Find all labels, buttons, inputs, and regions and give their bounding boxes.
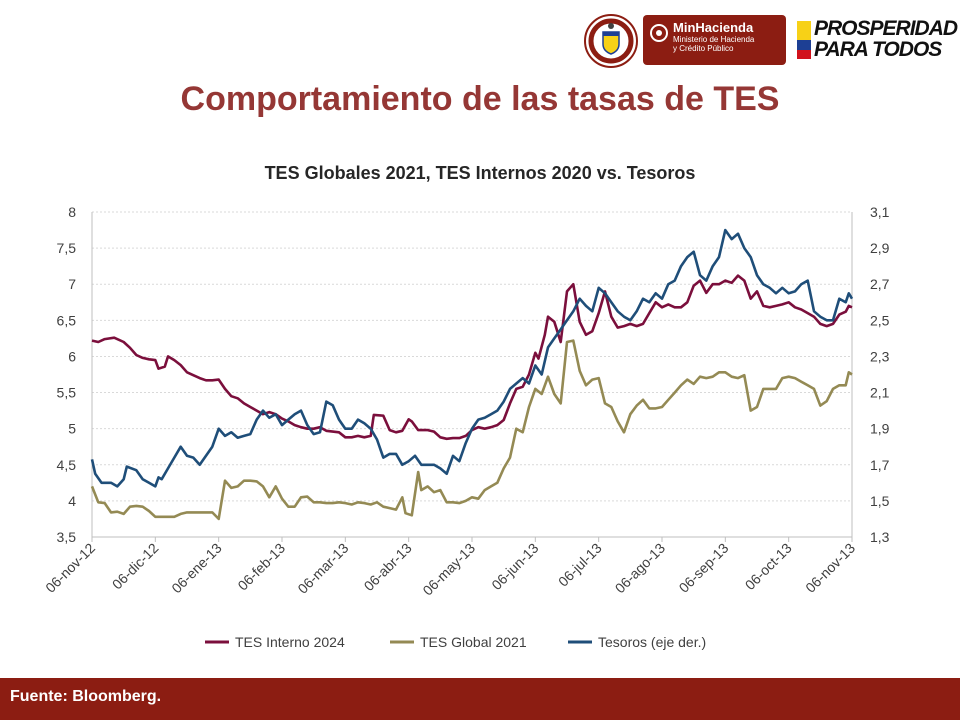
x-tick-label: 06-ago-13 xyxy=(612,540,669,597)
y-left-tick-label: 3,5 xyxy=(57,529,77,545)
y-left-tick-label: 5,5 xyxy=(57,385,77,401)
y-right-tick-label: 2,5 xyxy=(870,312,890,328)
y-right-tick-label: 2,1 xyxy=(870,385,890,401)
x-tick-label: 06-feb-13 xyxy=(234,540,288,594)
tes-rates-line-chart: TES Globales 2021, TES Internos 2020 vs.… xyxy=(42,163,890,650)
y-left-tick-label: 4 xyxy=(68,493,76,509)
ministry-subtitle-1: Ministerio de Hacienda xyxy=(673,35,755,44)
series-line-3 xyxy=(90,228,854,488)
x-tick-label: 06-nov-12 xyxy=(42,540,98,596)
y-left-tick-label: 4,5 xyxy=(57,457,77,473)
legend-label: TES Global 2021 xyxy=(420,634,527,650)
minhacienda-logo: MinHacienda Ministerio de Hacienda y Cré… xyxy=(643,15,786,65)
y-right-tick-label: 3,1 xyxy=(870,204,890,220)
x-tick-label: 06-may-13 xyxy=(419,540,478,599)
x-tick-label: 06-mar-13 xyxy=(294,540,351,597)
y-right-tick-label: 1,9 xyxy=(870,421,890,437)
y-left-tick-label: 6,5 xyxy=(57,312,77,328)
series-line-2 xyxy=(90,339,853,521)
x-tick-label: 06-jun-13 xyxy=(488,540,541,593)
y-left-tick-label: 8 xyxy=(68,204,76,220)
legend-label: TES Interno 2024 xyxy=(235,634,345,650)
legend-label: Tesoros (eje der.) xyxy=(598,634,706,650)
x-tick-label: 06-abr-13 xyxy=(361,540,415,594)
chart-title: TES Globales 2021, TES Internos 2020 vs.… xyxy=(265,163,696,183)
y-left-tick-label: 7 xyxy=(68,276,76,292)
flag-stripe-red xyxy=(797,49,811,59)
slogan-line-1: PROSPERIDAD xyxy=(814,17,958,40)
x-tick-label: 06-nov-13 xyxy=(802,540,858,596)
footer-bar: Fuente: Bloomberg. xyxy=(0,678,960,720)
series-line-1 xyxy=(91,274,853,441)
flag-stripe-blue xyxy=(797,40,811,50)
y-left-tick-label: 6 xyxy=(68,348,76,364)
y-right-tick-label: 1,5 xyxy=(870,493,890,509)
y-left-tick-label: 7,5 xyxy=(57,240,77,256)
y-right-tick-label: 2,3 xyxy=(870,348,890,364)
x-tick-label: 06-dic-12 xyxy=(109,540,162,593)
y-right-tick-label: 2,7 xyxy=(870,276,890,292)
source-note: Fuente: Bloomberg. xyxy=(10,688,162,705)
y-right-tick-label: 2,9 xyxy=(870,240,890,256)
flag-stripe-yellow xyxy=(797,21,811,40)
x-tick-label: 06-sep-13 xyxy=(676,540,732,596)
x-tick-label: 06-ene-13 xyxy=(168,540,225,597)
prosperidad-para-todos-logo: PROSPERIDAD PARA TODOS xyxy=(797,18,958,64)
ministry-name: MinHacienda xyxy=(673,20,754,35)
x-tick-label: 06-jul-13 xyxy=(555,540,605,590)
republica-de-colombia-seal xyxy=(584,14,638,68)
ministry-subtitle-2: y Crédito Público xyxy=(673,44,734,53)
colombia-flag-icon xyxy=(797,21,811,59)
x-tick-label: 06-oct-13 xyxy=(742,540,795,593)
minhacienda-mark-icon xyxy=(650,24,668,42)
y-right-tick-label: 1,7 xyxy=(870,457,890,473)
page-title: Comportamiento de las tasas de TES xyxy=(180,80,780,118)
slogan: PROSPERIDAD PARA TODOS xyxy=(814,17,958,61)
y-left-tick-label: 5 xyxy=(68,421,76,437)
slogan-line-2: PARA TODOS xyxy=(814,38,942,61)
y-right-tick-label: 1,3 xyxy=(870,529,890,545)
